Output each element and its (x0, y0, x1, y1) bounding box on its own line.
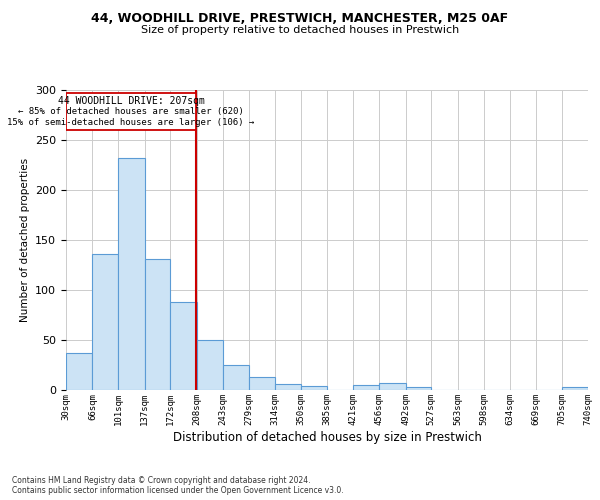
Bar (223, 365, 249, 390)
Bar (92, 254, 118, 390)
Bar (118, 158, 145, 390)
Text: ← 85% of detached houses are smaller (620): ← 85% of detached houses are smaller (62… (18, 107, 244, 116)
FancyBboxPatch shape (67, 93, 196, 130)
Bar (379, 383, 406, 390)
Bar (197, 340, 223, 390)
Bar (145, 259, 170, 390)
X-axis label: Distribution of detached houses by size in Prestwich: Distribution of detached houses by size … (173, 430, 481, 444)
Bar (301, 386, 327, 390)
Bar (170, 302, 197, 390)
Bar (249, 377, 275, 390)
Bar (353, 385, 379, 390)
Text: 15% of semi-detached houses are larger (106) →: 15% of semi-detached houses are larger (… (7, 118, 254, 127)
Text: Size of property relative to detached houses in Prestwich: Size of property relative to detached ho… (141, 25, 459, 35)
Bar (406, 387, 431, 390)
Y-axis label: Number of detached properties: Number of detached properties (20, 158, 29, 322)
Bar (275, 384, 301, 390)
Text: 44 WOODHILL DRIVE: 207sqm: 44 WOODHILL DRIVE: 207sqm (58, 96, 205, 106)
Text: Contains HM Land Registry data © Crown copyright and database right 2024.: Contains HM Land Registry data © Crown c… (12, 476, 311, 485)
Text: 44, WOODHILL DRIVE, PRESTWICH, MANCHESTER, M25 0AF: 44, WOODHILL DRIVE, PRESTWICH, MANCHESTE… (91, 12, 509, 26)
Bar (562, 387, 588, 390)
Bar (66, 353, 92, 390)
Text: Contains public sector information licensed under the Open Government Licence v3: Contains public sector information licen… (12, 486, 344, 495)
